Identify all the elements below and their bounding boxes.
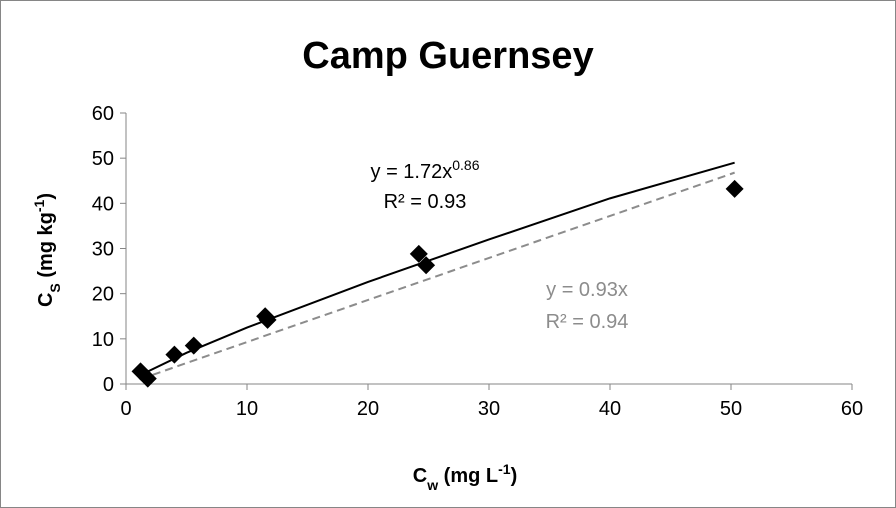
marker	[138, 369, 157, 388]
x-tick-label: 40	[599, 398, 621, 420]
trend-r2: R² = 0.93	[384, 191, 467, 213]
y-tick-label: 30	[92, 239, 114, 261]
label-part: C	[35, 293, 57, 307]
trend-equation: y = 0.93x	[546, 279, 628, 301]
label-part: (mg L	[438, 465, 498, 487]
marker	[725, 179, 744, 198]
marker	[258, 310, 277, 329]
x-tick-label: 20	[357, 398, 379, 420]
y-tick-label: 60	[92, 103, 114, 125]
trendline	[140, 161, 735, 376]
trend-equation: y = 1.72x0.86	[371, 157, 480, 183]
trendline	[140, 171, 735, 380]
label-part: (mg kg	[35, 212, 57, 283]
marker	[184, 336, 203, 355]
marker	[417, 256, 436, 275]
x-tick-label: 0	[120, 398, 131, 420]
label-sup: -1	[498, 461, 511, 477]
y-axis-label: CS (mg kg-1)	[31, 193, 63, 307]
chart-title: Camp Guernsey	[302, 35, 593, 77]
label-sub: S	[47, 283, 63, 292]
x-tick-label: 10	[236, 398, 258, 420]
marker	[409, 244, 428, 263]
y-tick-label: 40	[92, 193, 114, 215]
equation: y = 1.72x	[371, 161, 453, 183]
label-part: C	[413, 465, 427, 487]
y-tick-label: 20	[92, 284, 114, 306]
x-tick-label: 50	[720, 398, 742, 420]
exponent: 0.86	[452, 157, 479, 173]
trend-r2: R² = 0.94	[546, 311, 629, 333]
label-sup: -1	[31, 199, 47, 212]
label-part: )	[35, 193, 57, 200]
label-sub: w	[426, 477, 438, 493]
y-tick-label: 10	[92, 329, 114, 351]
x-axis-label: Cw (mg L-1)	[413, 461, 517, 493]
x-tick-label: 30	[478, 398, 500, 420]
marker	[165, 345, 184, 364]
label-part: )	[511, 465, 518, 487]
x-tick-label: 60	[841, 398, 863, 420]
y-tick-label: 50	[92, 148, 114, 170]
y-tick-label: 0	[103, 374, 114, 396]
